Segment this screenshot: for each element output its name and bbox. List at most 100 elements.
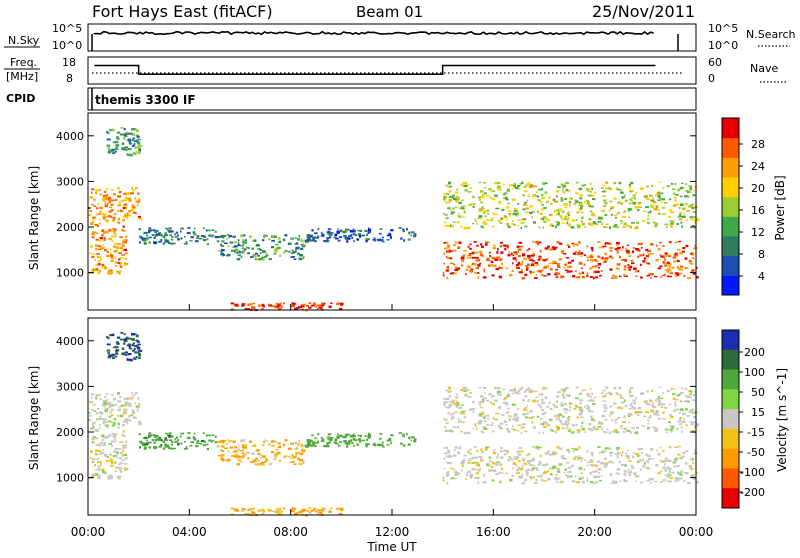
power-cell xyxy=(382,240,385,243)
power-cell xyxy=(379,232,382,235)
power-cell xyxy=(162,242,166,245)
power-cell xyxy=(568,189,571,192)
velocity-cell xyxy=(603,410,607,413)
power-cell xyxy=(673,260,677,263)
power-cell xyxy=(532,260,536,262)
power-cell xyxy=(497,219,501,222)
velocity-cell xyxy=(583,468,586,471)
velocity-cell xyxy=(102,399,106,402)
power-cell xyxy=(458,202,462,204)
power-cell xyxy=(538,259,541,261)
power-cell xyxy=(467,191,472,193)
power-cell xyxy=(122,219,126,222)
velocity-cell xyxy=(576,416,580,419)
velocity-cell xyxy=(94,429,99,431)
power-cell xyxy=(650,210,652,212)
velocity-cell xyxy=(591,403,596,406)
velocity-cell xyxy=(635,475,638,478)
velocity-cell xyxy=(509,389,513,392)
velocity-cell xyxy=(109,411,113,414)
power-cell xyxy=(137,152,141,155)
velocity-cell xyxy=(317,440,320,443)
velocity-cell xyxy=(587,395,591,397)
velocity-cell xyxy=(234,446,238,449)
power-cell xyxy=(120,127,124,129)
velocity-cell xyxy=(220,456,223,458)
power-cell xyxy=(480,253,483,257)
velocity-cell xyxy=(480,406,484,409)
power-cell xyxy=(326,231,331,233)
power-cell xyxy=(539,249,542,253)
power-cell xyxy=(133,211,136,214)
velocity-cell xyxy=(274,510,278,514)
velocity-colorbar-tick: -200 xyxy=(740,486,765,499)
velocity-cell xyxy=(571,424,576,427)
power-cell xyxy=(146,237,149,240)
velocity-cell xyxy=(467,389,470,391)
power-cell xyxy=(125,148,128,151)
velocity-cell xyxy=(678,412,681,414)
velocity-cell xyxy=(590,451,594,455)
power-cell xyxy=(300,239,304,243)
velocity-cell xyxy=(174,441,178,443)
velocity-cell xyxy=(228,441,230,443)
velocity-cell xyxy=(671,471,675,474)
power-cell xyxy=(583,184,587,186)
velocity-cell xyxy=(224,447,228,450)
velocity-cell xyxy=(538,475,542,478)
velocity-cell xyxy=(475,428,478,430)
velocity-cell xyxy=(276,511,280,514)
power-cell xyxy=(253,255,257,258)
velocity-cell xyxy=(245,451,249,454)
power-cell xyxy=(266,254,269,257)
velocity-cell xyxy=(668,445,671,448)
power-cell xyxy=(614,224,618,226)
power-cell xyxy=(621,259,625,261)
velocity-cell xyxy=(301,450,306,453)
velocity-cell xyxy=(333,441,337,444)
power-cell xyxy=(659,254,662,256)
velocity-cell xyxy=(503,398,506,401)
velocity-cell xyxy=(537,448,540,451)
velocity-cell xyxy=(554,477,558,479)
power-cell xyxy=(98,213,101,215)
power-cell xyxy=(552,260,557,263)
power-cell xyxy=(121,239,126,241)
velocity-cell xyxy=(467,462,471,464)
velocity-cell xyxy=(566,417,570,420)
power-cell xyxy=(664,252,668,255)
power-cell xyxy=(589,205,594,208)
velocity-cell xyxy=(533,426,536,429)
power-cell xyxy=(503,244,507,247)
velocity-cell xyxy=(99,442,103,445)
velocity-cell xyxy=(470,476,473,479)
power-cell xyxy=(140,236,144,240)
velocity-cell xyxy=(590,428,594,432)
power-cell xyxy=(518,187,521,190)
power-cell xyxy=(583,200,586,204)
power-cell xyxy=(658,195,661,198)
power-cell xyxy=(691,225,695,228)
power-cell xyxy=(590,213,595,216)
velocity-cell xyxy=(252,507,255,510)
nave-tick-top: 60 xyxy=(708,56,722,69)
velocity-cell xyxy=(692,477,696,480)
velocity-cell xyxy=(235,455,239,458)
velocity-cell xyxy=(112,440,117,443)
power-cell xyxy=(604,243,607,246)
velocity-cell xyxy=(147,436,151,439)
velocity-cell xyxy=(514,458,518,460)
velocity-cell xyxy=(669,474,672,477)
power-cell xyxy=(629,183,631,187)
velocity-cell xyxy=(549,473,553,476)
velocity-cell xyxy=(274,452,279,455)
power-cell xyxy=(283,302,286,305)
velocity-cell xyxy=(475,472,479,475)
velocity-cell xyxy=(554,405,558,408)
power-cell xyxy=(678,272,683,275)
velocity-cell xyxy=(138,403,141,406)
power-cell xyxy=(548,213,553,216)
power-cell xyxy=(104,204,108,208)
power-cell xyxy=(240,245,244,247)
velocity-cell xyxy=(453,402,456,405)
